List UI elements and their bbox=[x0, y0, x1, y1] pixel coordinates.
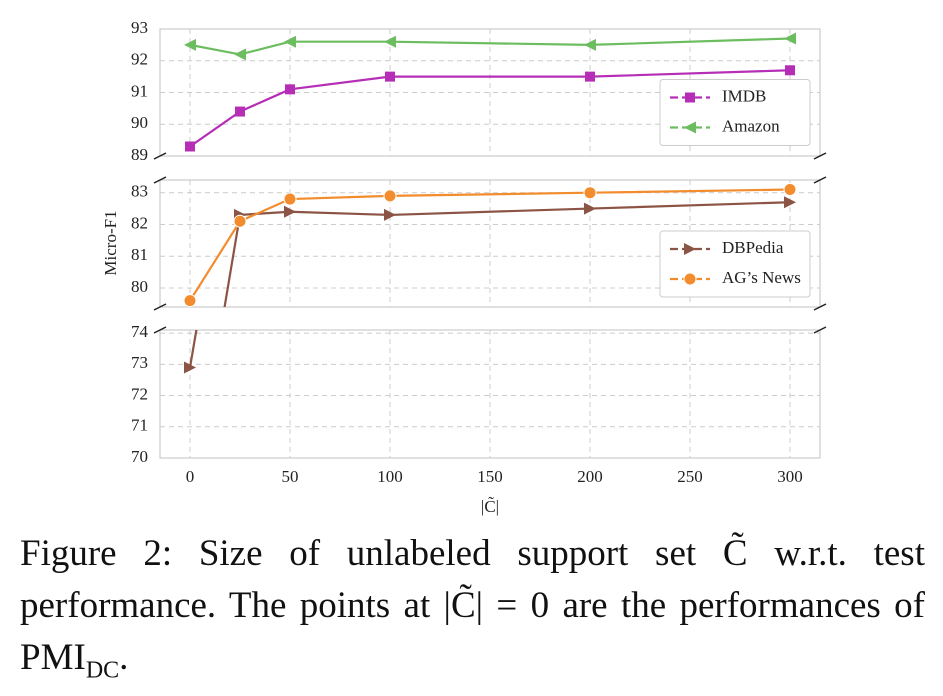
x-tick-label: 150 bbox=[477, 467, 503, 486]
marker bbox=[384, 208, 396, 221]
legend-box bbox=[659, 230, 811, 298]
series-line bbox=[189, 69, 791, 148]
legend-label: IMDB bbox=[722, 86, 766, 105]
panel-plot bbox=[183, 183, 797, 307]
y-tick-label: 81 bbox=[131, 245, 148, 264]
y-tick-label: 82 bbox=[131, 213, 148, 232]
y-tick-label: 72 bbox=[131, 384, 148, 403]
x-tick-label: 100 bbox=[377, 467, 403, 486]
y-tick-label: 83 bbox=[131, 182, 148, 201]
x-tick-label: 250 bbox=[677, 467, 703, 486]
page: Micro-F1 |C̃| 89 90 91 92 93 IMDB Amazon 80 81 82… bbox=[20, 17, 925, 684]
marker bbox=[283, 192, 297, 206]
marker bbox=[684, 121, 696, 134]
caption-text: Figure 2: Size of unlabeled support set … bbox=[20, 533, 925, 678]
marker bbox=[284, 35, 296, 48]
break-mark bbox=[813, 152, 827, 160]
marker bbox=[235, 106, 245, 117]
marker bbox=[284, 205, 296, 218]
y-tick-label: 90 bbox=[131, 113, 148, 132]
y-tick-label: 74 bbox=[131, 322, 149, 341]
marker bbox=[184, 38, 196, 51]
marker bbox=[383, 189, 397, 203]
marker bbox=[384, 35, 396, 48]
marker bbox=[183, 294, 197, 307]
marker bbox=[233, 214, 247, 228]
y-tick-label: 70 bbox=[131, 447, 148, 466]
marker bbox=[185, 141, 195, 152]
caption-subscript: DC bbox=[85, 657, 120, 684]
marker bbox=[584, 38, 596, 51]
legend-box bbox=[659, 79, 811, 146]
y-tick-label: 91 bbox=[131, 81, 148, 100]
series-line bbox=[189, 37, 791, 56]
x-axis-label: |C̃| bbox=[481, 497, 499, 516]
x-tick-label: 50 bbox=[282, 467, 299, 486]
x-tick-label: 0 bbox=[186, 467, 195, 486]
caption: Figure 2: Size of unlabeled support set … bbox=[20, 528, 925, 696]
break-mark bbox=[813, 303, 827, 311]
marker bbox=[784, 32, 796, 45]
marker bbox=[784, 196, 796, 209]
y-tick-label: 92 bbox=[131, 50, 148, 69]
panel-plot bbox=[184, 330, 198, 374]
y-tick-label: 93 bbox=[131, 18, 148, 37]
y-tick-label: 73 bbox=[131, 353, 148, 372]
legend-label: DBPedia bbox=[722, 238, 784, 257]
y-tick-label: 80 bbox=[131, 277, 148, 296]
break-mark bbox=[153, 303, 167, 311]
marker bbox=[783, 183, 797, 197]
marker bbox=[685, 92, 695, 103]
y-tick-label: 89 bbox=[131, 145, 148, 164]
y-axis-label: Micro-F1 bbox=[101, 210, 120, 275]
y-tick-label: 71 bbox=[131, 416, 148, 435]
x-tick-label: 300 bbox=[777, 467, 803, 486]
marker bbox=[785, 65, 795, 76]
break-mark bbox=[153, 326, 167, 334]
marker bbox=[285, 84, 295, 95]
break-mark bbox=[153, 152, 167, 160]
break-mark bbox=[153, 176, 167, 184]
marker bbox=[585, 71, 595, 82]
marker bbox=[184, 361, 196, 374]
series-line bbox=[223, 201, 791, 307]
break-mark bbox=[813, 176, 827, 184]
x-tick-label: 200 bbox=[577, 467, 603, 486]
panel-plot bbox=[184, 32, 796, 152]
caption-end: . bbox=[119, 637, 129, 678]
marker bbox=[385, 71, 395, 82]
legend-label: AG’s News bbox=[722, 268, 801, 287]
legend-label: Amazon bbox=[722, 116, 780, 135]
chart: Micro-F1 |C̃| 89 90 91 92 93 IMDB Amazon 80 81 82… bbox=[101, 18, 827, 516]
series-line bbox=[189, 188, 791, 302]
marker bbox=[584, 202, 596, 215]
break-mark bbox=[813, 326, 827, 334]
marker bbox=[684, 243, 696, 255]
marker bbox=[683, 272, 697, 286]
marker bbox=[234, 48, 246, 61]
marker bbox=[583, 186, 597, 200]
